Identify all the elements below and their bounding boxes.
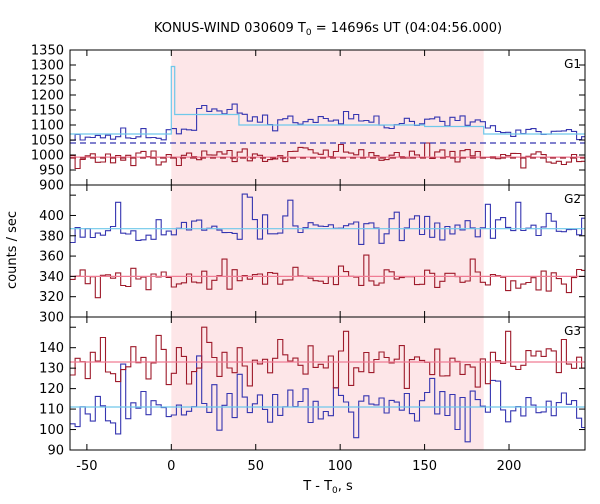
- x-tick-label: 200: [497, 459, 522, 474]
- y-tick-label: 340: [39, 270, 64, 285]
- panel-label-g1: G1: [564, 57, 581, 71]
- y-tick-label: 380: [39, 229, 64, 244]
- series-cyan-g1: [70, 65, 585, 135]
- panel-g2: 300 320 340 360 380 400 G2: [39, 184, 586, 326]
- y-tick-label: 120: [39, 382, 64, 397]
- series-blue-g1: [70, 103, 585, 141]
- y-tick-label: 140: [39, 341, 64, 356]
- y-tick-label: 1150: [31, 104, 64, 119]
- chart-title: KONUS-WIND 030609 T0 = 14696s UT (04:04:…: [154, 21, 502, 38]
- y-tick-label: 1350: [31, 44, 64, 59]
- series-blue-g3: [70, 355, 585, 443]
- y-tick-label: 900: [39, 179, 64, 194]
- y-tick-label: 950: [39, 164, 64, 179]
- y-axis-title: counts / sec: [5, 211, 20, 289]
- y-tick-label: 130: [39, 362, 64, 377]
- panel-g3: 90 100 110 120 130 140 G3: [39, 316, 586, 459]
- x-tick-label: 50: [247, 459, 264, 474]
- y-tick-label: 90: [47, 444, 64, 459]
- x-tick-label: 150: [412, 459, 437, 474]
- y-tick-label: 1250: [31, 74, 64, 89]
- y-tick-label: 1300: [31, 59, 64, 74]
- plot-layer: 90095010001050110011501200125013001350G1…: [31, 44, 586, 474]
- y-tick-label: 110: [39, 403, 64, 418]
- panel-frame: [69, 316, 586, 451]
- y-tick-label: 300: [39, 311, 64, 326]
- y-tick-label: 100: [39, 423, 64, 438]
- panel-label-g2: G2: [564, 192, 581, 206]
- y-tick-label: 1050: [31, 134, 64, 149]
- x-axis-title: T - T0, s: [302, 479, 353, 496]
- y-tick-label: 360: [39, 250, 64, 265]
- y-tick-label: 1200: [31, 89, 64, 104]
- y-tick-label: 1100: [31, 119, 64, 134]
- x-tick-label: 100: [328, 459, 353, 474]
- x-tick-label: 0: [167, 459, 175, 474]
- y-tick-label: 1000: [31, 149, 64, 164]
- series-blue-g2: [70, 193, 585, 245]
- panel-label-g3: G3: [564, 324, 581, 338]
- y-tick-label: 320: [39, 290, 64, 305]
- y-tick-label: 400: [39, 209, 64, 224]
- x-tick-label: -50: [76, 459, 97, 474]
- burst-interval-highlight: [171, 50, 484, 450]
